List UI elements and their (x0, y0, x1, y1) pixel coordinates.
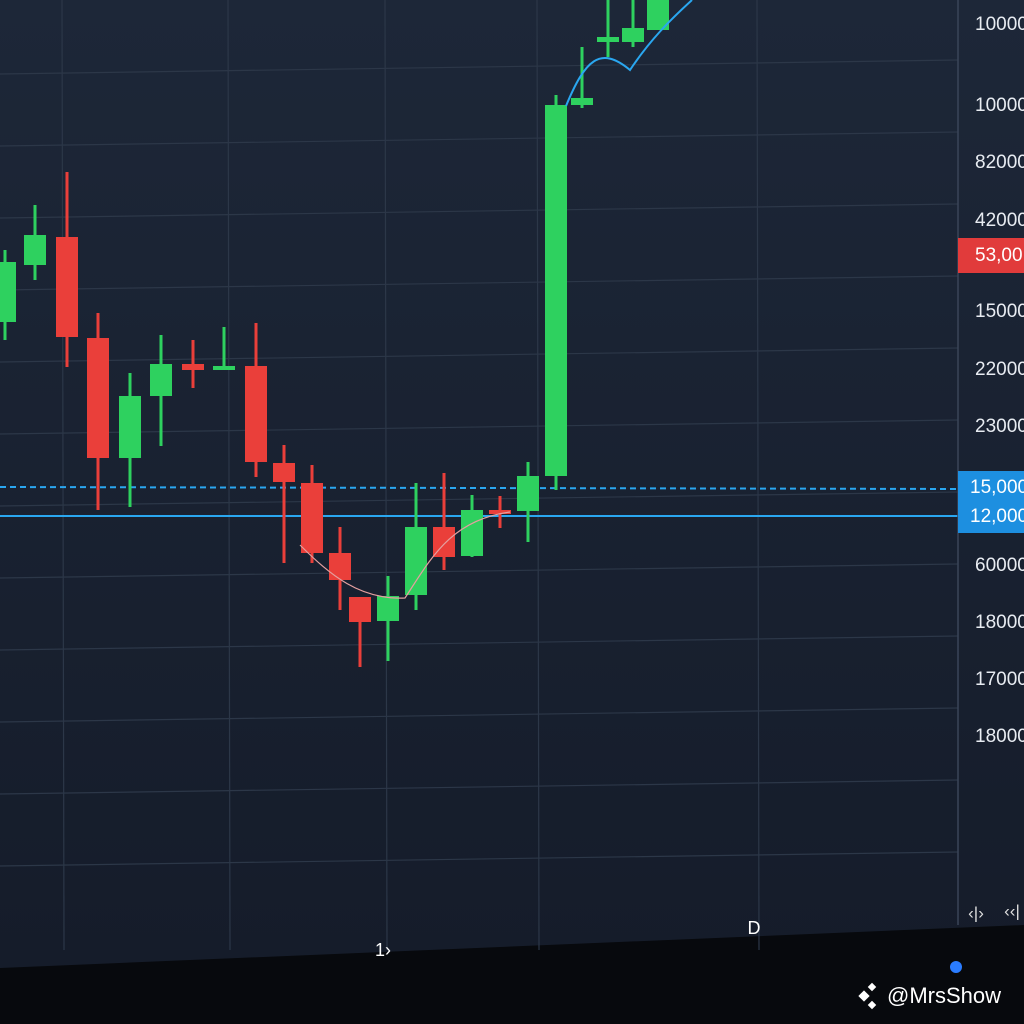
corner-control[interactable]: ‹‹| (1004, 901, 1020, 920)
candle-body (545, 105, 567, 476)
grid-line (0, 707, 959, 723)
price-label: 42000 (975, 210, 1024, 231)
candle-body (622, 28, 644, 42)
watermark: @MrsShow (887, 983, 1001, 1008)
candle-body (517, 476, 539, 511)
watermark-logo (858, 982, 877, 1010)
candle-body (87, 338, 109, 458)
grid-line (0, 59, 959, 75)
price-label: 60000 (975, 555, 1024, 576)
corner-control[interactable]: ‹|› (968, 903, 984, 922)
grid-line (536, 0, 540, 951)
candle-body (119, 396, 141, 458)
price-label: 22000 (975, 359, 1024, 380)
moving-average (299, 511, 511, 599)
price-label: 82000 (975, 152, 1024, 173)
time-label: D (748, 918, 761, 938)
grid-line (0, 275, 959, 291)
grid-line (0, 131, 959, 147)
grid-line (0, 203, 959, 219)
candle-body (405, 527, 427, 595)
grid-line (227, 0, 231, 951)
grid-line (0, 851, 959, 867)
blue-marker: 12,000 (970, 506, 1024, 527)
grid-line (0, 635, 959, 651)
candle-body (0, 262, 16, 322)
candle-body (56, 237, 78, 337)
red-marker-box (958, 238, 1024, 273)
candle-body (489, 510, 511, 514)
candle-body (301, 483, 323, 553)
candle-body (377, 596, 399, 621)
candles (0, 0, 669, 667)
status-dot (950, 961, 962, 973)
price-label: 23000 (975, 416, 1024, 437)
price-label: 10000 (975, 95, 1024, 116)
blue-marker-box (958, 471, 1024, 503)
candle-body (182, 364, 204, 370)
price-label: 15000 (975, 301, 1024, 322)
blue-marker: 15,000 (970, 477, 1024, 498)
time-label: 1› (375, 940, 391, 960)
grid (0, 0, 959, 951)
candle-body (647, 0, 669, 30)
grid-line (61, 0, 65, 951)
grid-line (0, 491, 959, 507)
candle-body (273, 463, 295, 482)
price-label: 18000 (975, 726, 1024, 747)
price-axis: 10000 10000 82000 42000 15000 22000 23000 60000… (975, 14, 1024, 747)
candle-body (245, 366, 267, 462)
grid-line (0, 779, 959, 795)
trend-line (565, 0, 693, 107)
red-marker: 53,00 (975, 245, 1023, 266)
candle-body (349, 597, 371, 622)
candle-body (461, 510, 483, 556)
candle-body (24, 235, 46, 265)
price-label: 18000 (975, 612, 1024, 633)
candle-body (213, 366, 235, 370)
candle-body (571, 98, 593, 105)
grid-line (384, 0, 388, 951)
grid-line (756, 0, 760, 951)
chart-panel (0, 0, 1024, 968)
candle-body (150, 364, 172, 396)
price-label: 10000 (975, 14, 1024, 35)
candle-body (329, 553, 351, 580)
candle-body (597, 37, 619, 42)
blue-marker-box (958, 503, 1024, 533)
price-label: 17000 (975, 669, 1024, 690)
grid-line (0, 563, 959, 579)
